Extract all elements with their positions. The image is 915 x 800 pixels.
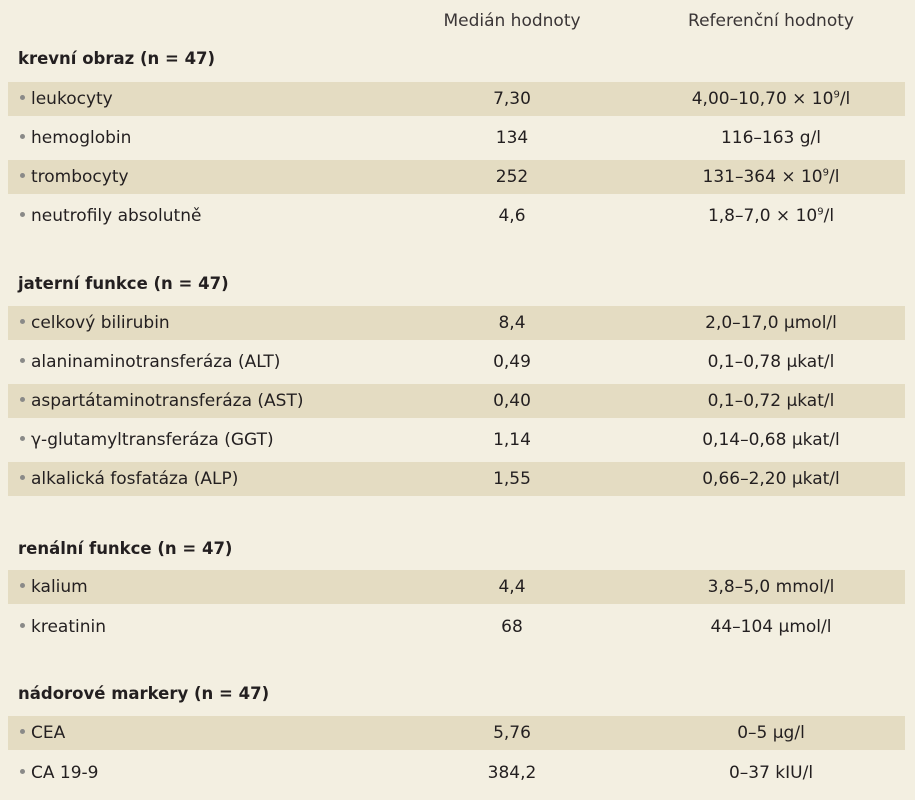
bullet-icon	[20, 436, 25, 441]
table-row: leukocyty 7,30 4,00–10,70 × 109/l	[8, 82, 905, 116]
row-reference: 0,1–0,72 µkat/l	[707, 391, 835, 411]
row-median: 7,30	[493, 89, 531, 109]
row-reference: 44–104 µmol/l	[710, 617, 832, 637]
header-reference: Referenční hodnoty	[688, 11, 854, 31]
row-median: 5,76	[493, 723, 531, 743]
row-label: alkalická fosfatáza (ALP)	[31, 469, 239, 489]
section-heading: renální funkce (n = 47)	[8, 532, 905, 566]
row-reference: 0–5 µg/l	[737, 723, 805, 743]
row-median: 8,4	[498, 313, 526, 333]
table-row: alkalická fosfatáza (ALP) 1,55 0,66–2,20…	[8, 462, 905, 496]
section-title: krevní obraz (n = 47)	[18, 49, 216, 68]
bullet-icon	[20, 583, 25, 588]
row-reference: 116–163 g/l	[720, 128, 822, 148]
row-median: 134	[495, 128, 529, 148]
row-label: alaninaminotransferáza (ALT)	[31, 352, 281, 372]
row-label: CEA	[31, 723, 66, 743]
table-row: alaninaminotransferáza (ALT) 0,49 0,1–0,…	[8, 345, 905, 379]
section-title: jaterní funkce (n = 47)	[18, 274, 229, 293]
table-row: celkový bilirubin 8,4 2,0–17,0 µmol/l	[8, 306, 905, 340]
bullet-icon	[20, 729, 25, 734]
row-median: 1,55	[493, 469, 531, 489]
row-reference: 0,66–2,20 µkat/l	[702, 469, 840, 489]
bullet-icon	[20, 475, 25, 480]
bullet-icon	[20, 173, 25, 178]
row-label: kalium	[31, 577, 88, 597]
row-median: 252	[495, 167, 529, 187]
bullet-icon	[20, 769, 25, 774]
table-row: neutrofily absolutně 4,6 1,8–7,0 × 109/l	[8, 199, 905, 233]
row-reference: 131–364 × 109/l	[702, 167, 840, 187]
bullet-icon	[20, 358, 25, 363]
table-row: kalium 4,4 3,8–5,0 mmol/l	[8, 570, 905, 604]
section-heading: nádorové markery (n = 47)	[8, 677, 905, 711]
header-median: Medián hodnoty	[443, 11, 581, 31]
row-reference: 3,8–5,0 mmol/l	[707, 577, 835, 597]
table-row: trombocyty 252 131–364 × 109/l	[8, 160, 905, 194]
bullet-icon	[20, 95, 25, 100]
row-median: 4,6	[498, 206, 526, 226]
table-row: γ-glutamyltransferáza (GGT) 1,14 0,14–0,…	[8, 423, 905, 457]
row-reference: 0–37 kIU/l	[728, 763, 814, 783]
row-label: trombocyty	[31, 167, 129, 187]
table-row: CA 19-9 384,2 0–37 kIU/l	[8, 756, 905, 790]
row-median: 0,40	[493, 391, 531, 411]
row-label: CA 19-9	[31, 763, 99, 783]
table-header: Medián hodnoty Referenční hodnoty	[8, 4, 905, 38]
section-title: renální funkce (n = 47)	[18, 539, 233, 558]
table-row: hemoglobin 134 116–163 g/l	[8, 121, 905, 155]
bullet-icon	[20, 623, 25, 628]
row-reference: 0,1–0,78 µkat/l	[707, 352, 835, 372]
section-heading: krevní obraz (n = 47)	[8, 42, 905, 76]
row-median: 68	[501, 617, 523, 637]
row-median: 384,2	[487, 763, 537, 783]
row-label: kreatinin	[31, 617, 106, 637]
row-median: 0,49	[493, 352, 531, 372]
row-label: hemoglobin	[31, 128, 132, 148]
bullet-icon	[20, 397, 25, 402]
bullet-icon	[20, 212, 25, 217]
row-label: celkový bilirubin	[31, 313, 170, 333]
table-row: kreatinin 68 44–104 µmol/l	[8, 610, 905, 644]
bullet-icon	[20, 319, 25, 324]
row-label: γ-glutamyltransferáza (GGT)	[31, 430, 274, 450]
row-label: neutrofily absolutně	[31, 206, 202, 226]
bullet-icon	[20, 134, 25, 139]
section-title: nádorové markery (n = 47)	[18, 684, 270, 703]
row-label: aspartátaminotransferáza (AST)	[31, 391, 304, 411]
table-row: CEA 5,76 0–5 µg/l	[8, 716, 905, 750]
row-reference: 0,14–0,68 µkat/l	[702, 430, 840, 450]
row-label: leukocyty	[31, 89, 113, 109]
row-reference: 2,0–17,0 µmol/l	[705, 313, 837, 333]
row-median: 1,14	[493, 430, 531, 450]
row-median: 4,4	[498, 577, 526, 597]
table-row: aspartátaminotransferáza (AST) 0,40 0,1–…	[8, 384, 905, 418]
row-reference: 1,8–7,0 × 109/l	[707, 206, 835, 226]
row-reference: 4,00–10,70 × 109/l	[691, 89, 851, 109]
section-heading: jaterní funkce (n = 47)	[8, 267, 905, 301]
